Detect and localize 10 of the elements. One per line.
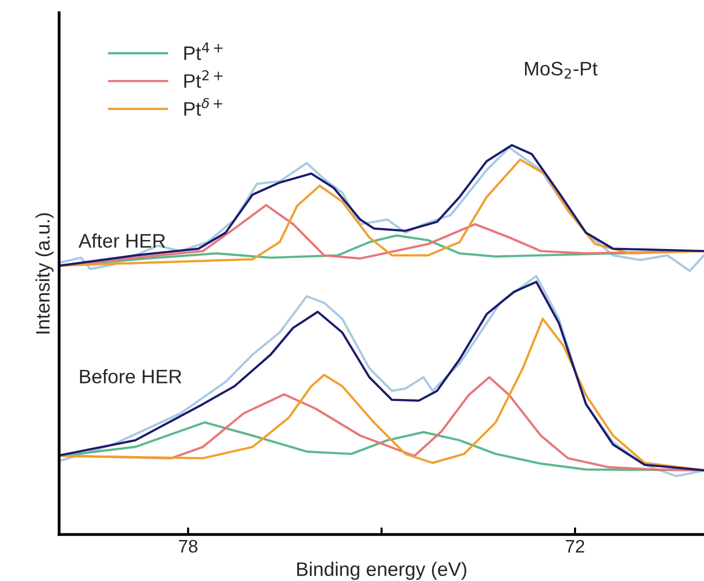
x-tick-label: 78 [178,540,198,553]
y-axis-title: Intensity (a.u.) [35,213,54,334]
text: MoS$_{2}$-Pt [525,62,598,79]
legend-label: Pt$^{4+}$ [184,42,223,60]
x-axis-title: Binding energy (eV) [297,562,466,580]
annotation: After HER [78,233,166,248]
legend-label: Pt$^{δ+}$ [184,98,222,116]
annotation: Before HER [80,369,182,384]
legend-label: Pt$^{2+}$ [184,70,223,88]
x-tick-label: 72 [566,540,584,552]
